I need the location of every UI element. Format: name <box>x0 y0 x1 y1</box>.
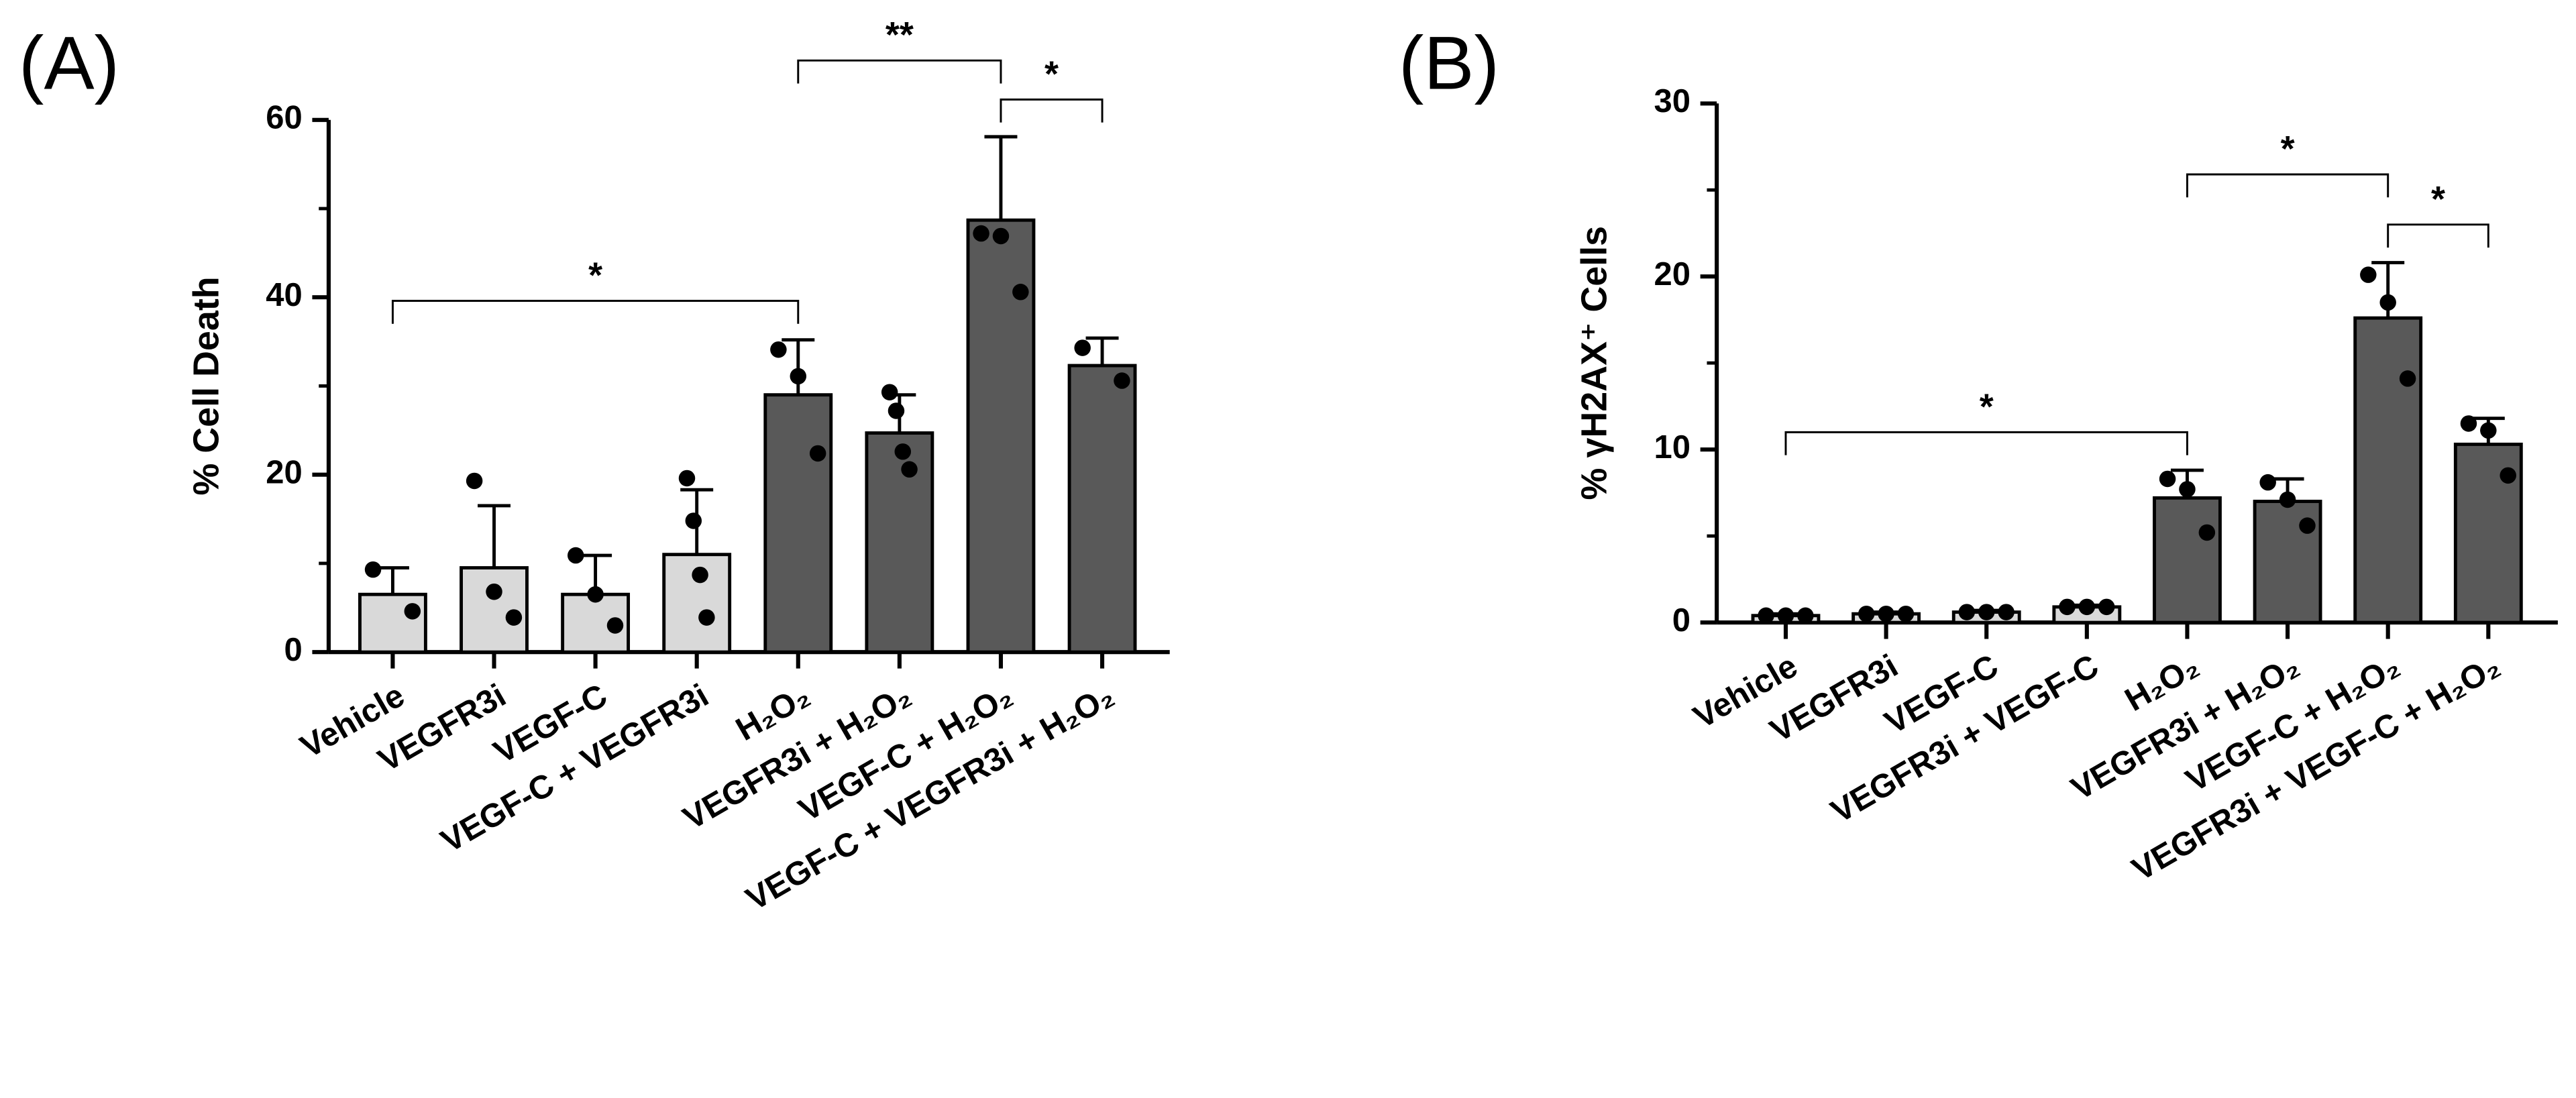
y-tick-label: 60 <box>266 100 302 136</box>
significance-bracket <box>2387 223 2489 248</box>
y-tick-label: 30 <box>1654 83 1690 119</box>
data-point <box>2480 422 2497 439</box>
bar <box>2453 442 2523 624</box>
significance-label: * <box>1980 386 1994 427</box>
data-point <box>2299 517 2316 534</box>
data-point <box>1758 607 1774 624</box>
data-point <box>1878 605 1894 622</box>
data-point <box>2360 266 2377 283</box>
data-point <box>1998 604 2015 620</box>
significance-bracket <box>797 59 1002 84</box>
data-point <box>505 609 523 626</box>
data-point <box>587 586 604 603</box>
data-point <box>2159 470 2176 488</box>
significance-label: * <box>2431 179 2445 219</box>
data-point <box>698 609 715 626</box>
data-point <box>1777 607 1794 624</box>
y-tick-label: 0 <box>284 632 303 668</box>
data-point <box>2460 415 2477 432</box>
data-point <box>364 561 382 578</box>
y-axis-label: % γH2AX⁺ Cells <box>1574 226 1615 500</box>
bar <box>358 592 427 654</box>
data-point <box>2259 474 2276 491</box>
y-tick-label: 20 <box>266 455 302 491</box>
data-point <box>2279 491 2296 508</box>
data-point <box>466 472 483 490</box>
data-point <box>486 583 502 600</box>
data-point <box>1074 339 1091 356</box>
data-point <box>2098 598 2115 616</box>
data-point <box>567 547 584 564</box>
data-point <box>1114 372 1130 389</box>
panel-label: (B) <box>1399 21 1499 105</box>
significance-label: * <box>588 255 602 295</box>
data-point <box>790 368 807 385</box>
data-point <box>881 384 898 400</box>
data-point <box>2379 294 2396 311</box>
y-axis-label: % Cell Death <box>186 276 226 495</box>
data-point <box>1797 607 1814 624</box>
data-point <box>1858 605 1875 622</box>
data-point <box>692 566 708 584</box>
data-point <box>888 402 905 419</box>
data-point <box>2078 598 2096 616</box>
significance-label: * <box>2281 129 2295 169</box>
data-point <box>973 225 989 242</box>
y-tick-label: 0 <box>1672 602 1690 639</box>
data-point <box>809 445 826 462</box>
data-point <box>901 461 918 478</box>
data-point <box>1978 604 1995 620</box>
data-point <box>770 341 787 358</box>
y-tick-label: 40 <box>266 277 302 313</box>
bar <box>2153 496 2222 624</box>
significance-bracket <box>391 300 800 324</box>
significance-bracket <box>2186 173 2390 198</box>
significance-bracket <box>1784 431 2188 455</box>
y-tick-label: 20 <box>1654 256 1690 292</box>
data-point <box>685 512 702 529</box>
data-point <box>404 603 421 620</box>
bar <box>763 393 833 654</box>
significance-label: * <box>1044 54 1059 94</box>
bar <box>865 431 934 654</box>
data-point <box>2179 481 2196 498</box>
data-point <box>678 470 696 487</box>
y-tick-label: 10 <box>1654 429 1690 465</box>
bar <box>460 566 529 654</box>
bar <box>2353 316 2423 624</box>
data-point <box>1012 284 1029 300</box>
data-point <box>992 227 1010 245</box>
data-point <box>2198 524 2216 541</box>
data-point <box>1897 605 1915 622</box>
bar <box>1067 364 1137 654</box>
data-point <box>2500 467 2516 484</box>
data-point <box>606 617 624 634</box>
data-point <box>2399 370 2416 387</box>
panel-label: (A) <box>19 21 119 105</box>
data-point <box>2059 598 2076 616</box>
significance-bracket <box>1000 98 1104 123</box>
significance-label: ** <box>885 15 914 55</box>
data-point <box>894 443 912 460</box>
data-point <box>1958 604 1976 620</box>
